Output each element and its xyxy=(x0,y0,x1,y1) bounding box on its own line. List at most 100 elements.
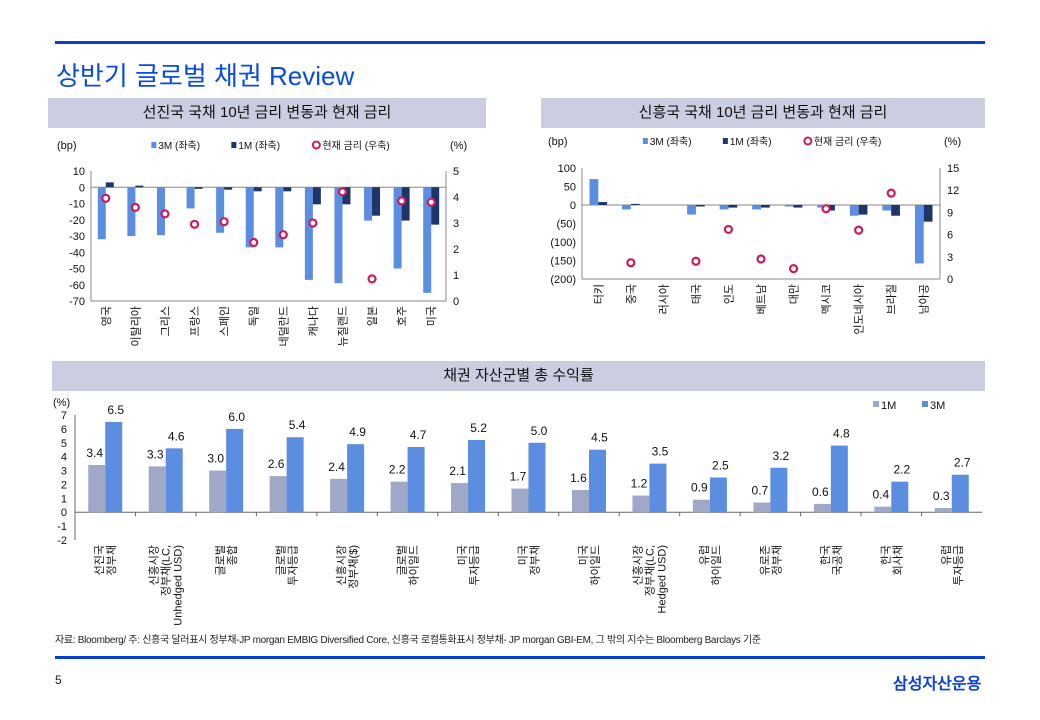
category-label: 선진국 xyxy=(93,545,106,575)
y-axis-unit: (bp) xyxy=(548,136,568,148)
category-label: 투자등급 xyxy=(468,545,481,585)
category-label: Hedged USD) xyxy=(656,545,668,613)
bar-3m xyxy=(687,205,696,215)
category-label: 정부채(LC, xyxy=(643,545,656,596)
legend-swatch-3m xyxy=(922,401,928,407)
rate-marker xyxy=(821,204,831,214)
category-label: 미국 xyxy=(456,545,469,565)
legend-swatch-3m xyxy=(642,138,648,144)
category-label: 정부채 xyxy=(105,545,118,575)
category-label: 미국 xyxy=(517,545,530,565)
legend-label: 1M (좌축) xyxy=(730,136,772,148)
bar-1m xyxy=(209,470,227,513)
bar-1m xyxy=(105,182,114,188)
category-label: 네덜란드 xyxy=(277,306,290,346)
bar-3m xyxy=(622,205,631,210)
bar-3m xyxy=(407,446,425,513)
data-label-3m: 3.5 xyxy=(652,445,669,459)
category-label: Unhedged USD) xyxy=(173,545,185,626)
y2-axis-unit: (%) xyxy=(944,136,961,148)
legend-label: 3M (좌축) xyxy=(650,136,692,148)
data-label-1m: 1.2 xyxy=(631,477,648,491)
bar-1m xyxy=(858,205,868,215)
bar-3m xyxy=(588,449,606,513)
data-label-1m: 0.7 xyxy=(752,484,769,498)
category-label: 한국 xyxy=(819,545,832,565)
category-label: 인도 xyxy=(722,284,735,304)
category-label: 브라질 xyxy=(885,284,898,314)
category-label: 신흥시장 xyxy=(147,545,161,585)
category-label: 정부채 xyxy=(770,545,783,575)
y-tick-label: 4 xyxy=(61,452,67,464)
category-label: 정부채($) xyxy=(347,545,360,589)
legend-label: 3M (좌축) xyxy=(158,140,200,152)
data-label-3m: 2.7 xyxy=(954,456,971,470)
data-label-1m: 0.3 xyxy=(933,489,950,503)
bar-1m xyxy=(372,187,381,216)
data-label-1m: 1.7 xyxy=(510,470,527,484)
y-tick-label: 2 xyxy=(61,479,67,491)
bar-3m xyxy=(709,477,727,513)
bar-1m xyxy=(312,187,321,205)
category-label: 미국 xyxy=(577,545,590,565)
category-label: 태국 xyxy=(690,284,703,304)
bar-1m xyxy=(511,488,529,513)
y-tick-label: (100) xyxy=(550,237,576,249)
legend-label: 3M xyxy=(930,400,945,412)
bar-1m xyxy=(571,490,589,513)
y-tick-label: 50 xyxy=(564,182,576,194)
bar-1m xyxy=(923,205,933,222)
rate-marker xyxy=(723,224,734,235)
y2-tick-label: 4 xyxy=(453,192,459,204)
category-label: 멕시코 xyxy=(820,284,833,314)
category-label: 정부채 xyxy=(529,545,542,575)
data-label-3m: 4.6 xyxy=(168,429,185,443)
y-tick-label: (50) xyxy=(556,219,576,231)
data-label-1m: 2.2 xyxy=(389,463,406,477)
rate-marker xyxy=(337,187,348,197)
bar-1m xyxy=(390,481,408,513)
bar-1m xyxy=(253,187,262,192)
category-label: 정부채(LC, xyxy=(160,545,173,596)
bar-3m xyxy=(275,187,284,248)
y-tick-label: -10 xyxy=(69,199,85,211)
category-label: 하이일드 xyxy=(407,545,421,585)
legend-swatch-1m xyxy=(722,138,728,144)
bar-1m xyxy=(632,495,650,513)
bar-1m xyxy=(88,465,106,513)
rate-marker xyxy=(397,196,407,206)
chart1-title: 선진국 국채 10년 금리 변동과 현재 금리 xyxy=(48,98,486,128)
bar-3m xyxy=(752,205,761,210)
data-label-3m: 3.2 xyxy=(773,449,790,463)
bar-1m xyxy=(194,187,203,189)
data-label-1m: 0.4 xyxy=(872,488,889,502)
category-label: 베트남 xyxy=(755,284,768,314)
category-label: 신흥시장 xyxy=(334,545,348,585)
category-label: 유로존 xyxy=(758,545,771,575)
rate-marker xyxy=(854,225,864,235)
bar-3m xyxy=(393,187,402,269)
bar-1m xyxy=(330,478,348,513)
bar-3m xyxy=(216,187,225,233)
bar-3m xyxy=(528,442,546,513)
legend-swatch-1m xyxy=(873,401,879,407)
legend-label: 현재 금리 (우축) xyxy=(814,136,881,148)
bar-3m xyxy=(97,187,106,240)
bar-1m xyxy=(148,466,166,513)
category-label: 글로벌 xyxy=(396,545,409,575)
data-label-3m: 5.0 xyxy=(531,424,548,438)
bar-1m xyxy=(793,205,803,208)
bar-3m xyxy=(423,187,432,293)
bar-3m xyxy=(891,481,909,513)
bar-1m xyxy=(630,203,640,205)
rate-marker xyxy=(626,258,636,268)
bar-1m xyxy=(874,506,892,513)
category-label: 영국 xyxy=(100,306,113,326)
bar-1m xyxy=(269,476,287,513)
legend-swatch-1m xyxy=(231,142,237,148)
rate-marker xyxy=(308,218,318,228)
y-axis-unit: (%) xyxy=(53,397,70,409)
bar-1m xyxy=(598,202,608,205)
y2-tick-label: 0 xyxy=(947,274,953,286)
